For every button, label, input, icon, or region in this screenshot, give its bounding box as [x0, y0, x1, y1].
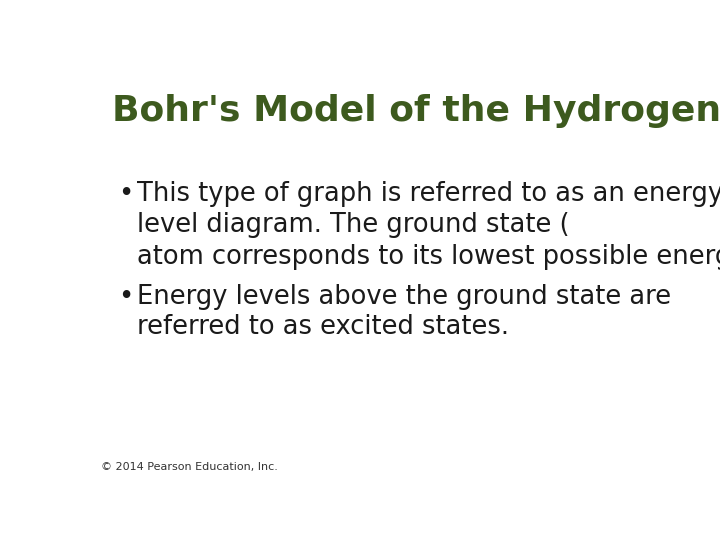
Text: atom corresponds to its lowest possible energy.: atom corresponds to its lowest possible …: [138, 244, 720, 269]
Text: This type of graph is referred to as an energy-: This type of graph is referred to as an …: [138, 181, 720, 207]
Text: •: •: [118, 284, 133, 310]
Text: level diagram. The ground state (: level diagram. The ground state (: [138, 212, 570, 238]
Text: © 2014 Pearson Education, Inc.: © 2014 Pearson Education, Inc.: [101, 462, 278, 472]
Text: •: •: [118, 181, 133, 207]
Text: Energy levels above the ground state are
referred to as excited states.: Energy levels above the ground state are…: [138, 284, 672, 340]
Text: Bohr's Model of the Hydrogen Atom: Bohr's Model of the Hydrogen Atom: [112, 94, 720, 128]
